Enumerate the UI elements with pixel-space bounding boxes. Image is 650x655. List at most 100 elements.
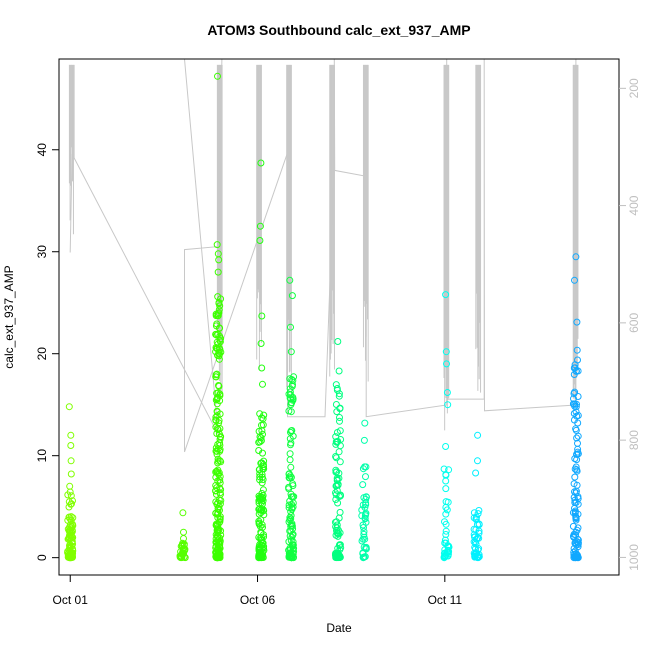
data-point [442,503,450,511]
data-point [257,159,265,167]
data-point [212,331,220,338]
data-point [214,351,221,359]
data-point [212,348,220,356]
data-point [572,253,580,261]
point-cluster [285,276,298,562]
data-point [216,435,224,443]
data-point [334,338,342,345]
data-point [285,407,293,415]
data-point [213,241,221,249]
data-point [571,488,578,496]
data-point [212,373,220,381]
data-point [574,510,582,518]
data-point [216,439,224,447]
data-point [571,400,579,408]
data-point [335,474,343,482]
data-point [259,430,266,438]
data-point [337,544,345,552]
data-point [574,419,582,427]
data-point [440,549,448,557]
data-point [573,318,581,326]
data-point [257,536,265,544]
data-point [180,541,188,549]
data-point [67,457,75,465]
data-point [259,380,266,388]
data-point [69,497,76,505]
data-point [66,515,74,523]
data-point [475,527,483,535]
data-point [181,554,189,561]
data-point [444,401,452,409]
data-point [287,515,295,523]
data-point [288,382,296,390]
data-point [215,355,223,363]
data-point [258,536,266,544]
data-point [214,459,222,467]
data-point [362,463,370,471]
data-point [572,463,580,471]
data-point [333,527,340,534]
data-point [360,530,368,538]
data-point [337,492,344,500]
data-point [442,443,450,450]
data-point [215,419,223,427]
data-point [360,524,367,531]
data-point [256,438,264,446]
data-point [287,527,295,535]
data-point [360,494,368,502]
data-point [255,447,263,454]
data-point [217,295,225,303]
data-point [180,528,187,536]
data-point [360,436,368,444]
data-point [179,509,187,517]
data-point [332,440,340,448]
data-point [360,553,368,561]
y-tick-label: 30 [35,245,49,259]
data-point [214,529,222,536]
data-point [214,393,222,401]
data-point [212,413,220,421]
point-cluster [440,291,453,562]
data-point [259,421,267,429]
data-point [68,551,76,559]
data-point [214,552,222,560]
data-point [216,489,224,497]
data-point [290,544,298,552]
data-point [571,361,579,369]
data-point [260,411,268,419]
data-point [288,551,296,559]
data-point [362,493,370,501]
data-point [570,480,578,488]
point-cluster [176,509,189,562]
x-tick-label: Oct 01 [53,593,89,607]
data-point [574,432,582,440]
data-point [289,525,297,533]
data-point [286,450,294,458]
data-point [180,544,188,552]
data-point [65,498,73,506]
data-point [179,539,187,547]
data-point [67,442,75,449]
data-point [214,268,222,276]
data-point [332,491,340,499]
data-point [336,458,344,466]
data-point [336,417,343,425]
data-point [285,538,293,546]
data-point [336,405,344,413]
data-point [68,538,76,546]
data-point [257,437,265,445]
data-point [470,525,478,533]
data-point [441,553,449,560]
point-cluster [470,431,483,562]
y-tick-label: 10 [35,449,49,463]
data-point [215,306,223,314]
data-point [474,431,482,439]
secondary-tick-label: 200 [627,78,641,98]
data-point [474,534,482,542]
data-point [288,505,296,513]
data-point [213,370,221,378]
data-point [442,520,450,528]
data-point [213,447,221,455]
data-point [362,473,369,481]
data-point [445,466,453,474]
